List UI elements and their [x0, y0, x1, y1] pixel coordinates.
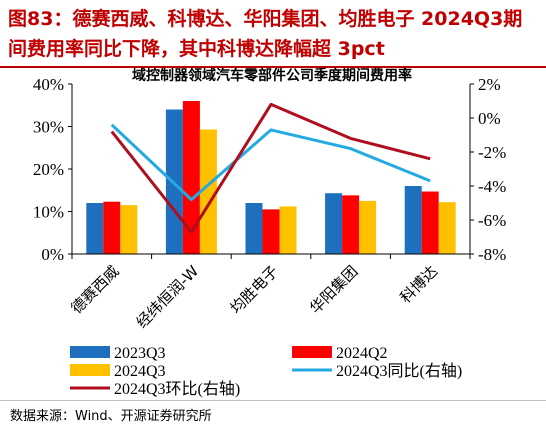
legend-label: 2024Q2 — [336, 345, 388, 362]
y-right-tick-label: -2% — [478, 143, 506, 162]
figure-title: 图83：德赛西威、科博达、华阳集团、均胜电子 2024Q3期间费用率同比下降，其… — [8, 8, 523, 60]
bar-2024Q3-4 — [359, 200, 377, 254]
y-left-tick-label: 40% — [33, 75, 64, 94]
category-label: 德赛西威 — [67, 262, 122, 317]
y-left-tick-label: 30% — [33, 118, 64, 137]
bar-2024Q2-1 — [103, 201, 121, 254]
y-left-tick-label: 20% — [33, 160, 64, 179]
source-divider — [0, 400, 546, 401]
bar-2024Q2-4 — [342, 195, 360, 254]
bar-2023Q3-1 — [86, 203, 104, 254]
legend-label: 2024Q3 — [114, 363, 166, 380]
category-label: 均胜电子 — [227, 262, 282, 317]
bar-2024Q2-5 — [421, 191, 439, 254]
y-right-tick-label: -6% — [478, 211, 506, 230]
legend-swatch — [292, 346, 332, 358]
bar-2024Q3-2 — [199, 129, 217, 254]
legend-swatch — [70, 346, 110, 358]
bar-2024Q2-3 — [262, 209, 280, 254]
category-label: 科博达 — [396, 262, 441, 307]
legend-item: 2024Q3 — [70, 363, 166, 380]
bar-2024Q3-5 — [438, 202, 456, 254]
bar-2024Q3-3 — [279, 206, 297, 254]
legend-swatch — [70, 364, 110, 376]
y-left-tick-label: 0% — [41, 245, 64, 264]
legend-label: 2023Q3 — [114, 345, 166, 362]
y-right-tick-label: 2% — [478, 75, 501, 94]
bar-2024Q3-1 — [120, 205, 138, 254]
bar-2023Q3-3 — [245, 203, 263, 254]
expense-ratio-chart: 0% 10% 20% 30% 40% 2% 0% -2% -4% -6% -8% 德赛西威 经纬恒润-W… — [33, 67, 507, 398]
bar-2023Q3-4 — [325, 193, 343, 254]
y-left-tick-label: 10% — [33, 203, 64, 222]
line-series-1 — [110, 123, 431, 202]
bar-2023Q3-5 — [404, 186, 422, 254]
source-note: 数据来源：Wind、开源证券研究所 — [10, 409, 212, 424]
legend-item: 2024Q2 — [292, 345, 388, 362]
category-label: 经纬恒润-W — [133, 262, 203, 332]
chart-title: 域控制器领域汽车零部件公司季度期间费用率 — [132, 67, 412, 84]
legend-label: 2024Q3环比(右轴) — [114, 380, 240, 398]
legend-item: 2024Q3环比(右轴) — [70, 380, 240, 398]
line-series-2 — [110, 102, 431, 234]
y-right-tick-label: 0% — [478, 109, 501, 128]
category-label: 华阳集团 — [306, 262, 361, 317]
y-right-tick-label: -4% — [478, 177, 506, 196]
title-divider — [0, 66, 546, 68]
legend-item: 2024Q3同比(右轴) — [292, 362, 462, 380]
y-right-tick-label: -8% — [478, 245, 506, 264]
bar-2024Q2-2 — [182, 101, 200, 254]
legend-label: 2024Q3同比(右轴) — [336, 362, 462, 380]
legend-item: 2023Q3 — [70, 345, 166, 362]
